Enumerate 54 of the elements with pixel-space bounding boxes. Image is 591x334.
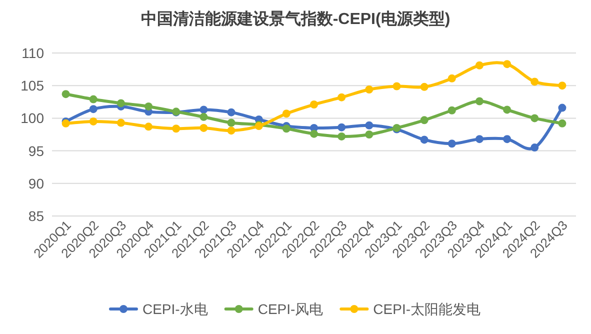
point [89,117,98,126]
point [144,102,153,110]
legend-label: CEPI-水电 [142,301,208,317]
point [503,60,512,68]
y-tick-label: 110 [22,45,44,61]
point [172,124,180,133]
legend-label: CEPI-风电 [258,301,324,317]
point [200,106,208,114]
point [530,78,539,86]
point [62,90,70,98]
point [558,119,566,128]
point [475,61,484,70]
point [530,114,539,122]
y-tick-label: 105 [20,78,44,94]
point [310,130,318,138]
point [116,99,125,108]
legend-label: CEPI-太阳能发电 [373,301,481,317]
chart-title: 中国清洁能源建设景气指数-CEPI(电源类型) [140,10,450,28]
point [448,140,456,148]
point [338,123,346,132]
point [530,144,539,152]
point [448,74,456,82]
point [338,93,346,102]
point [282,124,290,133]
point [200,112,208,121]
point [227,108,236,116]
point [365,86,374,94]
point [558,82,566,90]
point [310,100,318,109]
point [475,97,484,106]
point [503,135,512,144]
y-tick-label: 85 [28,208,44,224]
y-tick-label: 90 [28,175,44,192]
point [144,122,153,131]
y-tick-label: 100 [20,110,44,126]
point [558,104,566,112]
point [392,82,401,90]
point [227,126,236,135]
point [89,95,98,104]
point [420,82,428,91]
point [365,121,374,130]
point [475,135,484,144]
point [116,118,125,127]
point [503,106,512,114]
point [448,106,456,114]
point [282,110,290,118]
y-tick-label: 95 [28,142,44,159]
point [200,124,208,132]
point [227,118,236,127]
point [89,105,98,114]
point [365,130,374,138]
point [420,136,428,144]
point [420,116,428,124]
point [338,132,346,140]
